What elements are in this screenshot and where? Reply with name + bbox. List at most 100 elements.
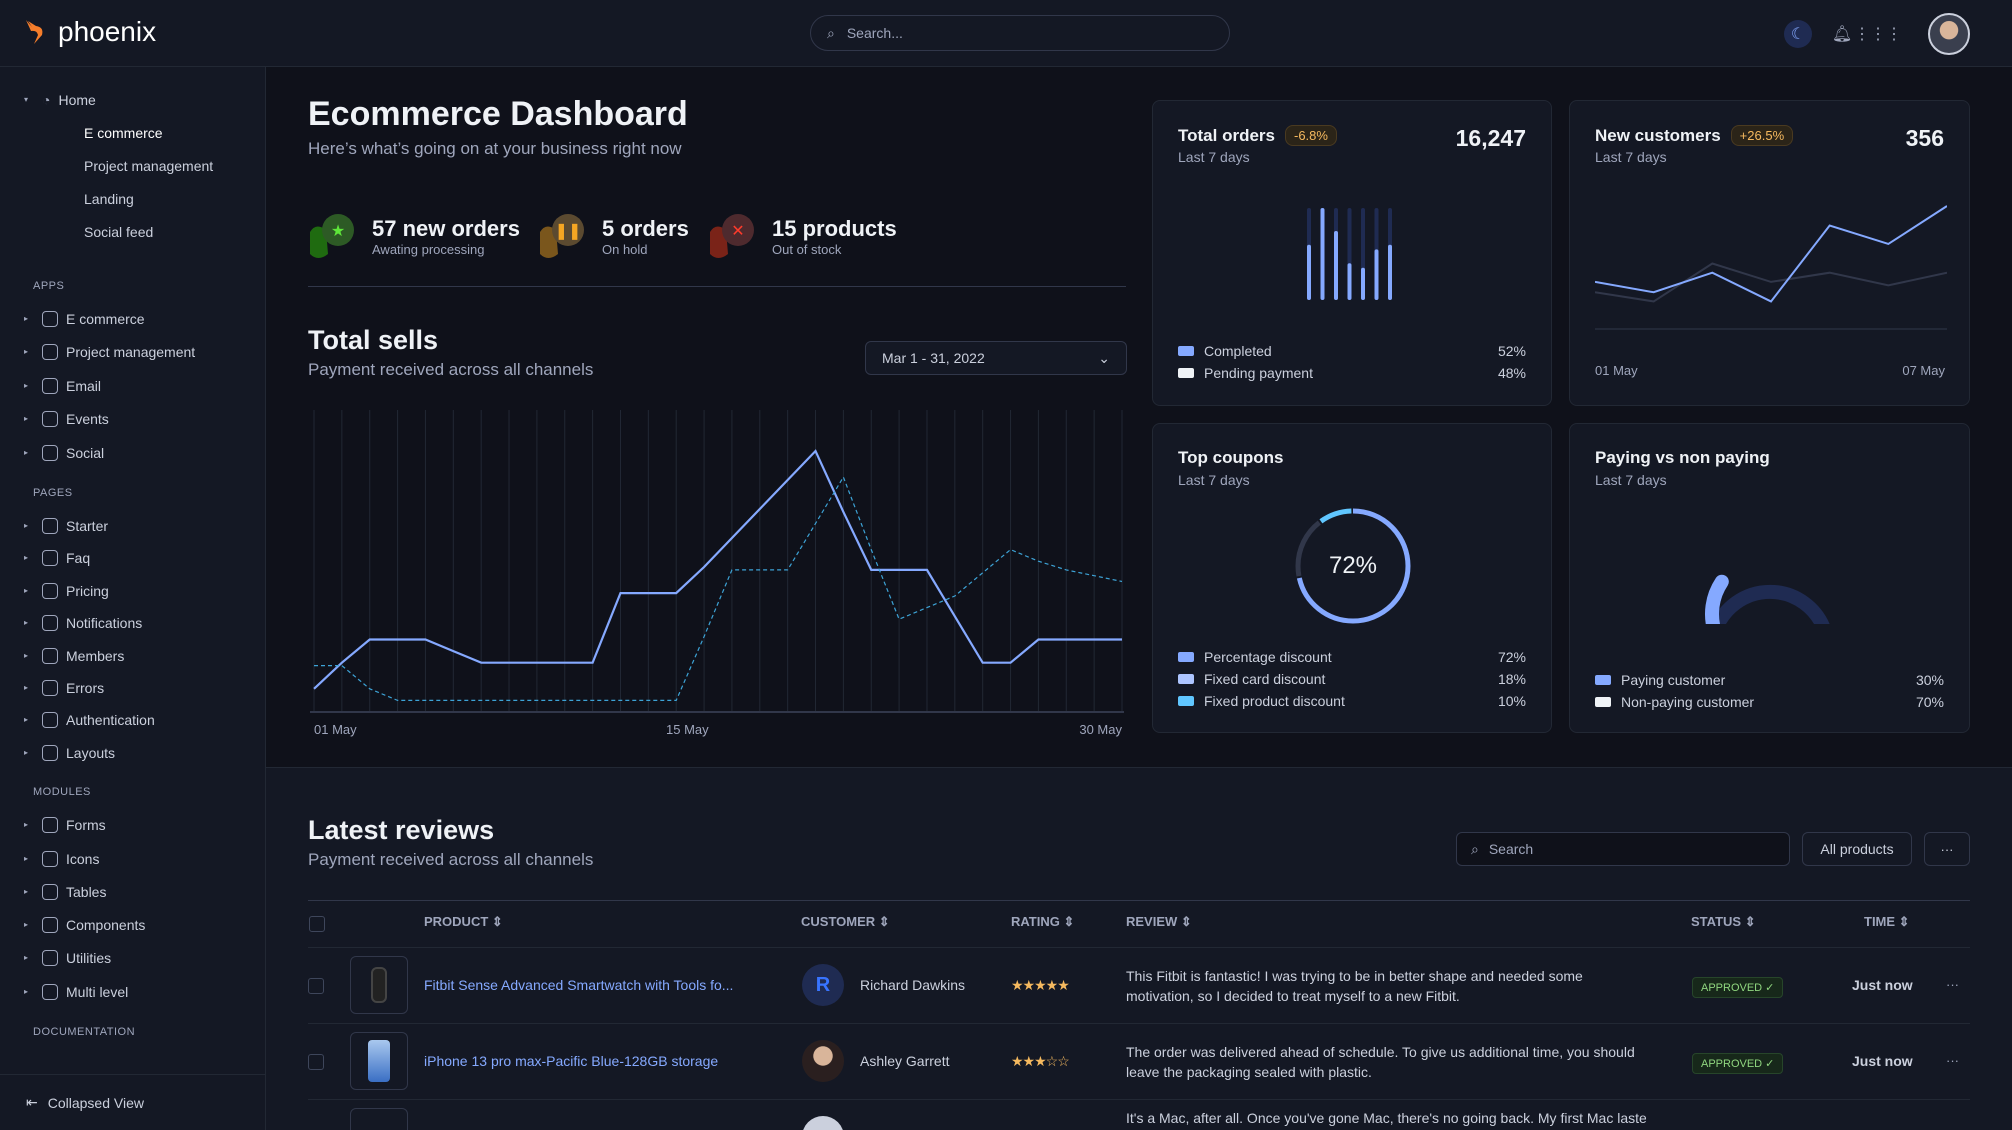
sidebar-item-icons[interactable]: ▸ Icons — [24, 850, 100, 867]
table-row: iPhone 13 pro max-Pacific Blue-128GB sto… — [308, 1023, 1970, 1099]
bar — [1361, 267, 1365, 300]
legend-item: Fixed card discount 18% — [1178, 671, 1526, 687]
avatar — [802, 1116, 844, 1130]
lock-icon — [42, 712, 58, 729]
caret-right-icon: ▸ — [24, 380, 29, 390]
legend-completed: Completed 52% — [1178, 343, 1526, 359]
paying-card: Paying vs non paying Last 7 days Paying … — [1569, 423, 1970, 733]
bar — [1307, 244, 1311, 300]
sidebar-item-errors[interactable]: ▸ Errors — [24, 680, 105, 696]
total-sells-title: Total sells — [308, 325, 439, 355]
bell-icon[interactable]: 🔔︎ — [1831, 26, 1853, 43]
page-subtitle: Here’s what’s going on at your business … — [308, 139, 682, 158]
sidebar-item-forms[interactable]: ▸ Forms — [24, 817, 106, 834]
more-options-button[interactable]: ··· — [1924, 832, 1970, 866]
collapse-view-button[interactable]: ⇤ Collapsed View — [0, 1074, 266, 1130]
customer-name[interactable]: Richard Dawkins — [860, 977, 966, 993]
sidebar-item-social-feed[interactable]: Social feed — [84, 224, 154, 240]
sidebar-item-email[interactable]: ▸ Email — [24, 377, 102, 394]
new-customers-card: New customers +26.5% Last 7 days 356 01 M… — [1569, 100, 1970, 406]
sidebar-item-ecommerce[interactable]: E commerce — [84, 125, 163, 141]
x-icon: ✕ — [710, 214, 754, 258]
gauge-fill — [1705, 574, 1729, 624]
date-range-select[interactable]: Mar 1 - 31, 2022 ⌄ — [865, 341, 1127, 375]
column-review[interactable]: REVIEW ⇕ — [1126, 914, 1192, 929]
sidebar-item-authentication[interactable]: ▸ Authentication — [24, 712, 155, 729]
reviews-search-input[interactable]: ⌕ Search — [1456, 832, 1790, 866]
sidebar-item-social[interactable]: ▸ Social — [24, 444, 105, 461]
sidebar: ▾ ◔ Home E commerce Project management Lan… — [0, 67, 266, 1130]
sidebar-item-project-management[interactable]: ▸ Project management — [24, 344, 196, 361]
column-rating[interactable]: RATING ⇕ — [1011, 914, 1075, 929]
row-checkbox[interactable] — [308, 978, 324, 994]
product-image — [350, 956, 408, 1014]
divider — [308, 900, 1970, 901]
apps-grid-icon[interactable]: ⋮⋮⋮ — [1854, 26, 1902, 43]
sidebar-item-utilities[interactable]: ▸ Utilities — [24, 950, 112, 967]
select-all-checkbox[interactable] — [309, 916, 325, 932]
sidebar-section-title: APPS — [33, 280, 65, 292]
total-orders-card: Total orders -6.8% Last 7 days 16,247 Com… — [1152, 100, 1552, 406]
legend-item: Paying customer 30% — [1595, 672, 1944, 688]
time: Just now — [1852, 1053, 1913, 1069]
dark-mode-toggle-icon[interactable]: ☾ — [1784, 20, 1812, 48]
donut-center-label: 72% — [1328, 552, 1378, 579]
logo[interactable]: phoenix — [22, 16, 156, 48]
row-actions-button[interactable]: ··· — [1946, 1053, 1959, 1068]
page-title: Ecommerce Dashboard — [308, 95, 688, 133]
caret-right-icon: ▸ — [24, 618, 29, 628]
product-link[interactable]: Fitbit Sense Advanced Smartwatch with To… — [424, 977, 734, 993]
sidebar-item-landing[interactable]: Landing — [84, 191, 134, 207]
x-tick: 07 May — [1902, 363, 1945, 378]
series-line-1 — [314, 475, 1123, 701]
sidebar-item-events[interactable]: ▸ Events — [24, 411, 109, 428]
sidebar-item-home[interactable]: ▾ ◔ Home — [24, 92, 96, 108]
column-time[interactable]: TIME ⇕ — [1864, 914, 1910, 929]
sidebar-item-tables[interactable]: ▸ Tables — [24, 883, 107, 900]
sidebar-item-notifications[interactable]: ▸ Notifications — [24, 615, 143, 632]
sidebar-item-members[interactable]: ▸ Members — [24, 647, 125, 664]
product-link[interactable]: iPhone 13 pro max-Pacific Blue-128GB sto… — [424, 1053, 719, 1069]
x-tick-label: 15 May — [666, 722, 709, 737]
customer-name[interactable]: Ashley Garrett — [860, 1053, 950, 1069]
caret-right-icon: ▸ — [24, 553, 29, 563]
compass-icon — [42, 518, 58, 534]
table-row: Fitbit Sense Advanced Smartwatch with To… — [308, 947, 1970, 1023]
rating-stars: ★★★★★ — [1011, 977, 1070, 993]
caret-right-icon: ▸ — [24, 886, 29, 896]
caret-right-icon: ▸ — [24, 820, 29, 830]
help-icon — [42, 550, 58, 567]
review-text: The order was delivered ahead of schedul… — [1126, 1044, 1635, 1080]
mail-icon — [42, 377, 58, 394]
package-icon — [42, 917, 58, 934]
caret-right-icon: ▸ — [24, 650, 29, 660]
top-bar: phoenix ⌕ Search... ☾ 🔔︎ ⋮⋮⋮ — [0, 0, 2012, 67]
caret-right-icon: ▸ — [24, 747, 29, 757]
svg-text:❚❚: ❚❚ — [555, 223, 582, 240]
column-customer[interactable]: CUSTOMER ⇕ — [801, 914, 890, 929]
sidebar-item-pricing[interactable]: ▸ Pricing — [24, 582, 109, 599]
donut-slice — [1295, 508, 1411, 624]
sidebar-item-multi-level[interactable]: ▸ Multi level — [24, 983, 129, 1000]
all-products-button[interactable]: All products — [1802, 832, 1912, 866]
sidebar-item-layouts[interactable]: ▸ Layouts — [24, 744, 116, 761]
sidebar-item-starter[interactable]: ▸ Starter — [24, 518, 109, 534]
column-product[interactable]: PRODUCT ⇕ — [424, 914, 503, 929]
global-search[interactable]: ⌕ Search... — [810, 15, 1230, 51]
sidebar-item-e-commerce[interactable]: ▸ E commerce — [24, 311, 145, 327]
search-icon: ⌕ — [1471, 840, 1479, 857]
legend-item: Fixed product discount 10% — [1178, 693, 1526, 709]
stat-new-orders: ★ 57 new orders Awating processing — [308, 210, 520, 262]
column-status[interactable]: STATUS ⇕ — [1691, 914, 1756, 929]
caret-right-icon: ▸ — [24, 683, 29, 692]
columns-icon — [42, 883, 58, 900]
x-tick: 01 May — [1595, 363, 1638, 378]
sidebar-item-faq[interactable]: ▸ Faq — [24, 550, 91, 567]
row-checkbox[interactable] — [308, 1054, 324, 1070]
user-avatar[interactable] — [1928, 13, 1970, 55]
svg-text:✕: ✕ — [731, 223, 744, 240]
sidebar-item-components[interactable]: ▸ Components — [24, 917, 146, 934]
sidebar-item-project-management[interactable]: Project management — [84, 158, 214, 174]
row-actions-button[interactable]: ··· — [1946, 977, 1959, 992]
alert-icon — [42, 680, 58, 696]
